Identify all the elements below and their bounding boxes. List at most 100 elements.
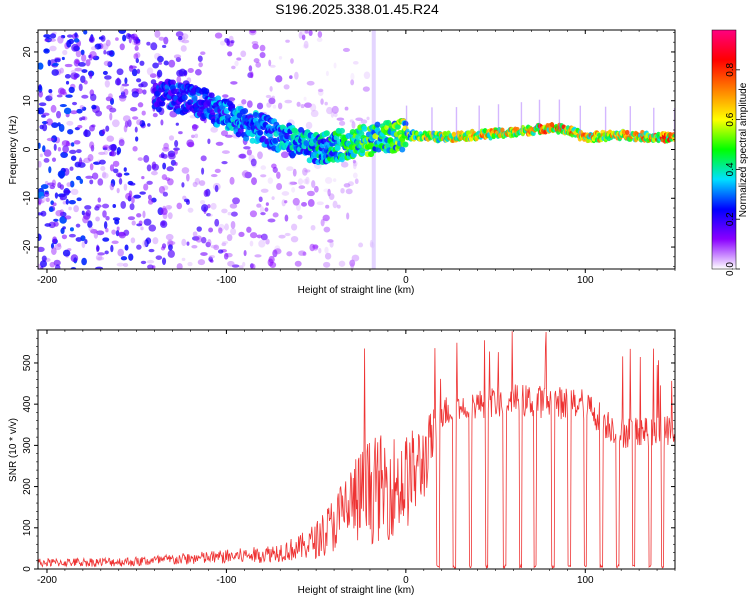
spectrogram-cell [50,104,57,113]
spectrogram-cell [221,240,229,245]
spectrogram-cell [70,142,75,147]
spectrogram-cell [258,196,263,203]
spectrogram-cell [78,157,83,166]
spectrogram-cell [76,197,82,202]
spectrogram-cell [147,199,154,205]
spectrogram-cell [57,122,61,127]
spectrogram-ridge-cell [394,123,401,130]
spectrogram-cell [227,97,236,102]
spectrogram-cell [54,264,61,269]
colorbar-tick-label: 0.6 [725,112,736,126]
spectrogram-cell [160,152,165,159]
spectrogram-cell [73,140,81,145]
spectrogram-cell [267,177,274,184]
spectrogram-cell [146,41,151,46]
spectrogram-cell [174,148,178,155]
spectrogram-cell [352,162,357,170]
spectrogram-cell [157,55,164,63]
chart-title: S196.2025.338.01.45.R24 [275,1,439,17]
colorbar-tick-label: 0.0 [725,262,736,276]
spectrogram-cell [277,102,283,110]
spectrogram-cell [187,207,194,213]
spectrogram-cell [44,223,52,227]
spectrogram-cell [102,70,108,76]
spectrogram-cell [222,94,229,98]
snr-x-ticks: -200 -100 0 100 [37,330,676,586]
spectrogram-cell [289,181,298,185]
spectrogram-cell [275,75,283,83]
spectrogram-cell [51,69,59,76]
spectrogram-cell [46,137,55,142]
spectrogram-cell [318,247,322,254]
spectrogram-cell [260,212,266,216]
spectrogram-cell [362,86,370,92]
spectrogram-cell [238,153,247,159]
spectrogram-cell [124,120,129,128]
spectrogram-cell [272,249,278,258]
spectrogram-cell [278,55,283,60]
snr-frame [37,329,676,570]
spectrogram-cell [63,107,72,115]
y-tick-label: 20 [22,46,33,58]
spectrogram-streak [520,102,523,133]
spectrogram-cell [244,171,252,179]
spectrogram-cell [336,117,345,121]
spectrogram-cell [183,69,188,76]
spectrogram-ridge-cell [203,88,210,95]
spectrogram-cell [98,159,106,165]
spectrogram-cell [88,36,95,43]
spectrogram-cell [168,152,176,160]
spectrogram-cell [66,182,72,187]
spectrogram-cell [132,116,139,120]
spectrogram-cell [38,199,44,204]
spectrogram-cell [274,248,282,255]
spectrogram-cell [316,37,323,43]
spectrogram-cell [174,140,179,148]
spectrogram-cell [254,254,262,258]
spectrogram-cell [276,171,281,179]
spectrogram-cell [121,83,130,87]
spectrogram-cell [67,129,74,135]
spectrogram-cell [317,89,324,96]
spectrogram-cell [57,242,62,248]
spectrogram-cell [161,243,167,249]
snr-y-ticks: 0 100 200 300 400 500 [22,329,675,572]
spectrogram-cell [131,68,138,77]
spectrogram-cell [299,30,306,36]
spectrogram-cell [208,227,214,233]
spectrogram-cell [259,51,266,59]
spectrogram-cell [272,212,279,218]
spectrogram-cell [226,234,233,242]
spectrogram-streak [558,99,561,130]
spectrogram-cell [115,37,119,41]
spectrogram-cell [331,105,339,114]
spectrogram-cell [106,135,115,142]
spectrogram-cell [338,260,346,267]
spectrogram-ridge-cell [249,137,256,144]
spectrogram-cell [165,233,174,241]
y-tick-label: 500 [22,354,33,371]
spectrogram-cell [103,221,108,230]
spectrogram-cell [181,238,187,247]
spectrogram-cell [143,154,150,163]
spectrogram-cell [103,150,109,156]
spectrogram-cell [345,188,353,195]
spectrogram-cell [255,61,262,68]
spectrogram-cell [206,213,211,217]
spectrogram-cell [200,199,206,205]
spectrogram-cell [278,234,286,239]
spectrogram-cell [352,160,358,167]
spectrogram-cell [82,215,89,224]
spectrogram-cell [128,35,132,44]
spectrogram-cell [97,178,104,186]
spectrogram-cell [81,116,86,121]
spectrogram-cell [147,264,154,269]
spectrogram-cell [44,38,49,42]
spectrogram-cell [53,218,59,222]
spectrogram-cell [40,184,49,190]
spectrogram-cell [292,168,297,177]
spectrogram-cell [241,99,247,105]
spectrogram-cell [150,42,158,51]
spectrogram-ridge-cell [402,120,409,127]
spectrogram-cell [302,167,308,176]
